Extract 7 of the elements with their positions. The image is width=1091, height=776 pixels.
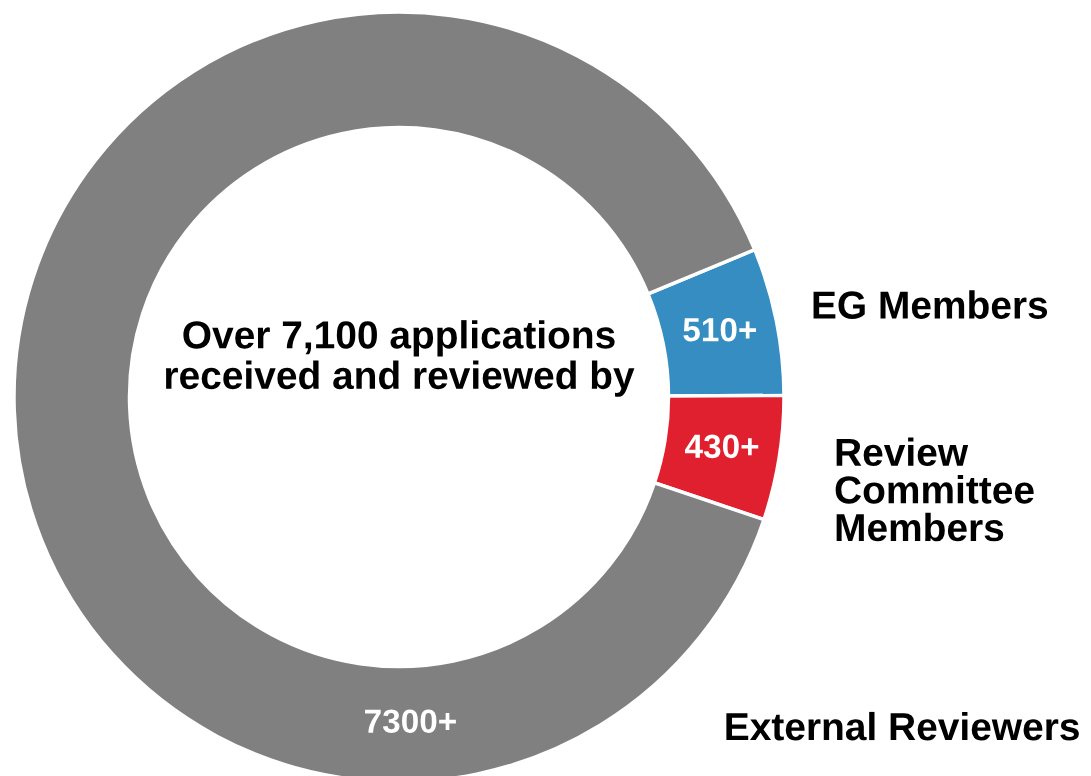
slice-label: EG Members bbox=[813, 290, 1048, 319]
slice-label: Review Committee Members bbox=[835, 437, 1034, 542]
text: Over 7,100 applications received and reviewed by bbox=[165, 320, 635, 397]
data-label: 430+ bbox=[685, 434, 759, 459]
slice-label: External Reviewers bbox=[726, 711, 1079, 741]
data-label: 510+ bbox=[683, 317, 757, 342]
data-label: 7300+ bbox=[365, 709, 456, 734]
